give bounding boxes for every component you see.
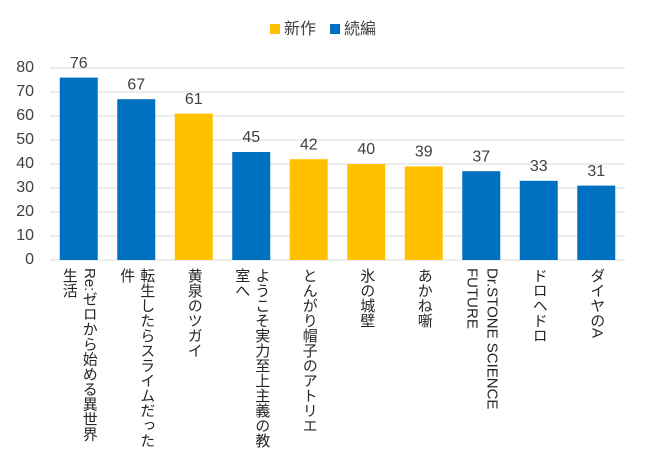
data-label: 40 (357, 141, 375, 158)
x-tick-label: とんがり帽子のアトリエ (300, 268, 318, 433)
bar (462, 171, 501, 260)
bar (519, 180, 558, 260)
legend-swatch (330, 24, 341, 34)
bar (117, 99, 156, 260)
legend-label: 新作 (284, 20, 316, 38)
y-tick-label: 30 (16, 179, 34, 196)
y-tick-label: 50 (16, 131, 34, 148)
x-tick-label: あかね噺 (415, 268, 433, 328)
bar (232, 152, 271, 260)
legend-label: 続編 (344, 20, 376, 38)
y-tick-label: 70 (16, 83, 34, 100)
data-label: 42 (300, 136, 318, 153)
data-label: 31 (587, 163, 605, 180)
data-label: 76 (70, 55, 88, 72)
y-tick-label: 40 (16, 155, 34, 172)
x-tick-label: Re:ゼロから始める異世界生活 (60, 268, 98, 442)
x-tick-label: 転生したらスライムだった件 (118, 268, 156, 448)
x-tick-label: 黄泉のツガイ (185, 268, 203, 358)
bar (347, 164, 386, 260)
bar (404, 166, 443, 260)
x-tick-label: ダイヤのA (588, 268, 606, 339)
y-tick-label: 0 (25, 251, 34, 268)
y-tick-label: 60 (16, 107, 34, 124)
x-tick-label: ドロヘドロ (530, 268, 548, 343)
legend-swatch (270, 24, 280, 34)
x-tick-label: 氷の城壁 (358, 268, 376, 328)
data-label: 37 (472, 148, 490, 165)
x-tick-label: ようこそ実力至上主義の教室へ (233, 268, 271, 448)
data-label: 33 (530, 158, 548, 175)
bar (174, 113, 213, 260)
data-label: 61 (185, 91, 203, 108)
x-tick-label: Dr.STONE SCIENCE FUTURE (463, 268, 501, 410)
y-tick-label: 10 (16, 227, 34, 244)
data-label: 39 (415, 144, 433, 161)
data-label: 45 (242, 129, 260, 146)
y-tick-label: 20 (16, 203, 34, 220)
data-label: 67 (127, 76, 145, 93)
bar (577, 185, 616, 260)
bar (289, 159, 328, 260)
bar (59, 77, 98, 260)
y-tick-label: 80 (16, 59, 34, 76)
